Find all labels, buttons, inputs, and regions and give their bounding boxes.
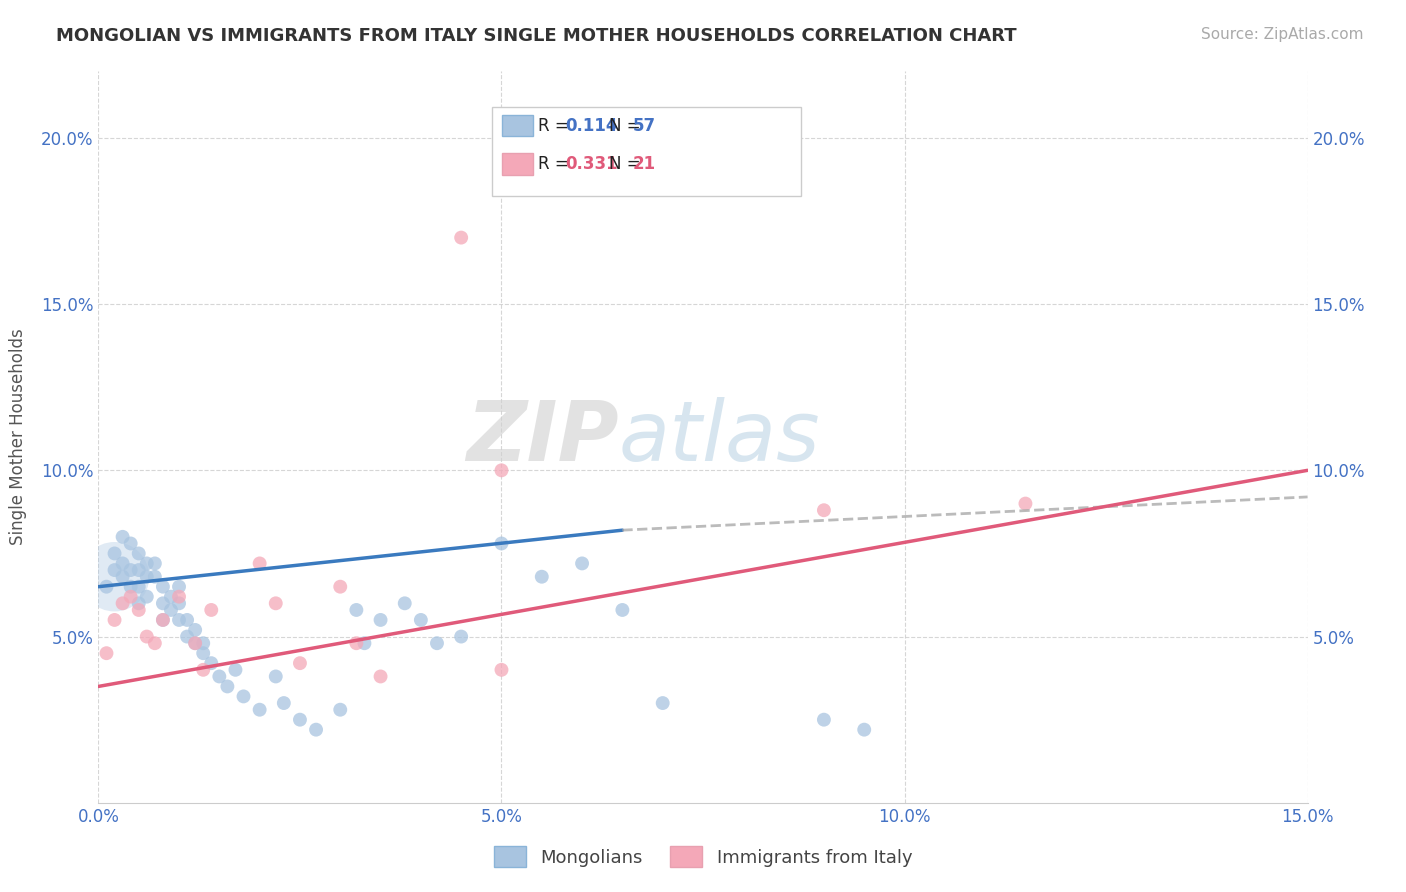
Point xyxy=(128,596,150,610)
Point xyxy=(143,557,166,571)
Point xyxy=(491,663,513,677)
Point xyxy=(143,636,166,650)
Point xyxy=(249,703,271,717)
Text: 21: 21 xyxy=(633,155,655,173)
Point xyxy=(264,669,287,683)
Point xyxy=(128,563,150,577)
Point xyxy=(135,630,157,644)
Point xyxy=(1014,497,1036,511)
Point xyxy=(103,570,125,584)
Point xyxy=(193,646,215,660)
Point xyxy=(120,536,142,550)
Point xyxy=(217,680,239,694)
Point xyxy=(612,603,634,617)
Point xyxy=(813,503,835,517)
Point xyxy=(450,630,472,644)
Point xyxy=(111,596,134,610)
Y-axis label: Single Mother Households: Single Mother Households xyxy=(10,329,27,545)
Point xyxy=(571,147,593,161)
Point xyxy=(193,663,215,677)
Text: R =: R = xyxy=(538,155,575,173)
Text: R =: R = xyxy=(538,117,575,135)
Text: MONGOLIAN VS IMMIGRANTS FROM ITALY SINGLE MOTHER HOUSEHOLDS CORRELATION CHART: MONGOLIAN VS IMMIGRANTS FROM ITALY SINGL… xyxy=(56,27,1017,45)
Point xyxy=(208,669,231,683)
Point xyxy=(128,603,150,617)
Point xyxy=(426,636,449,650)
Point xyxy=(96,580,118,594)
Point xyxy=(143,570,166,584)
Point xyxy=(184,636,207,650)
Point xyxy=(152,613,174,627)
Point xyxy=(273,696,295,710)
Point xyxy=(264,596,287,610)
Point xyxy=(96,646,118,660)
Point xyxy=(530,570,553,584)
Point xyxy=(853,723,876,737)
Text: Source: ZipAtlas.com: Source: ZipAtlas.com xyxy=(1201,27,1364,42)
Point xyxy=(120,580,142,594)
Point xyxy=(135,570,157,584)
Point xyxy=(370,613,392,627)
Point xyxy=(491,463,513,477)
Point xyxy=(120,590,142,604)
Point xyxy=(167,590,190,604)
Point xyxy=(167,580,190,594)
Point xyxy=(571,557,593,571)
Point xyxy=(103,546,125,560)
Point xyxy=(103,563,125,577)
Text: 0.331: 0.331 xyxy=(565,155,617,173)
Point xyxy=(353,636,375,650)
Point xyxy=(176,613,198,627)
Text: ZIP: ZIP xyxy=(465,397,619,477)
Point xyxy=(103,613,125,627)
Point xyxy=(135,590,157,604)
Point xyxy=(193,636,215,650)
Point xyxy=(491,536,513,550)
Point xyxy=(200,656,222,670)
Point xyxy=(288,713,311,727)
Point xyxy=(111,570,134,584)
Point xyxy=(160,590,183,604)
Point xyxy=(120,563,142,577)
Point xyxy=(329,703,352,717)
Text: N =: N = xyxy=(609,155,645,173)
Point xyxy=(651,696,673,710)
Point xyxy=(167,596,190,610)
Point xyxy=(152,580,174,594)
Point xyxy=(232,690,254,704)
Point xyxy=(184,623,207,637)
Text: 57: 57 xyxy=(633,117,655,135)
Point xyxy=(329,580,352,594)
Text: 0.114: 0.114 xyxy=(565,117,617,135)
Point xyxy=(288,656,311,670)
Legend: Mongolians, Immigrants from Italy: Mongolians, Immigrants from Italy xyxy=(486,839,920,874)
Point xyxy=(450,230,472,244)
Point xyxy=(152,596,174,610)
Point xyxy=(128,580,150,594)
Point xyxy=(176,630,198,644)
Point xyxy=(370,669,392,683)
Text: N =: N = xyxy=(609,117,645,135)
Text: atlas: atlas xyxy=(619,397,820,477)
Point xyxy=(167,613,190,627)
Point xyxy=(224,663,246,677)
Point xyxy=(128,546,150,560)
Point xyxy=(813,713,835,727)
Point xyxy=(111,557,134,571)
Point xyxy=(200,603,222,617)
Point xyxy=(344,603,367,617)
Point xyxy=(409,613,432,627)
Point xyxy=(305,723,328,737)
Point xyxy=(152,613,174,627)
Point xyxy=(394,596,416,610)
Point xyxy=(184,636,207,650)
Point xyxy=(344,636,367,650)
Point xyxy=(135,557,157,571)
Point xyxy=(160,603,183,617)
Point xyxy=(249,557,271,571)
Point xyxy=(111,530,134,544)
